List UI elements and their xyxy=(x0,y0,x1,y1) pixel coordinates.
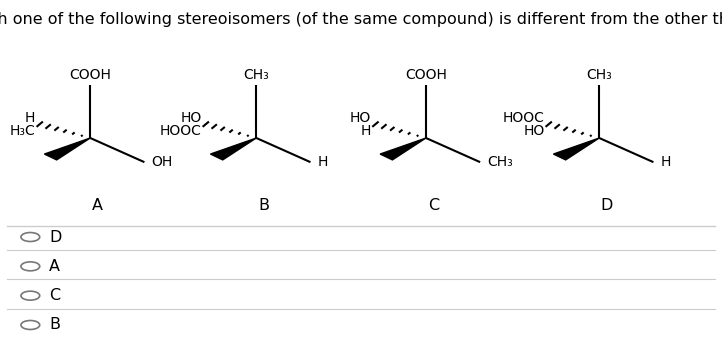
Text: D: D xyxy=(49,229,61,245)
Text: A: A xyxy=(49,259,60,274)
Text: B: B xyxy=(258,198,269,213)
Text: OH: OH xyxy=(152,155,173,169)
Text: COOH: COOH xyxy=(405,68,447,82)
Text: HO: HO xyxy=(350,111,371,125)
Polygon shape xyxy=(380,138,426,160)
Text: HO: HO xyxy=(180,111,201,125)
Text: Which one of the following stereoisomers (of the same compound) is different fro: Which one of the following stereoisomers… xyxy=(0,12,722,27)
Text: C: C xyxy=(427,198,439,213)
Polygon shape xyxy=(45,138,90,160)
Text: H₃C: H₃C xyxy=(9,124,35,138)
Text: HOOC: HOOC xyxy=(160,124,201,138)
Text: COOH: COOH xyxy=(69,68,111,82)
Text: H: H xyxy=(661,155,671,169)
Text: B: B xyxy=(49,317,60,333)
Text: H: H xyxy=(318,155,328,169)
Text: D: D xyxy=(600,198,613,213)
Text: CH₃: CH₃ xyxy=(586,68,612,82)
Text: C: C xyxy=(49,288,60,303)
Text: H: H xyxy=(361,124,371,138)
Text: H: H xyxy=(25,111,35,125)
Polygon shape xyxy=(211,138,256,160)
Text: A: A xyxy=(92,198,103,213)
Text: CH₃: CH₃ xyxy=(243,68,269,82)
Text: HO: HO xyxy=(523,124,544,138)
Polygon shape xyxy=(554,138,599,160)
Text: CH₃: CH₃ xyxy=(487,155,513,169)
Text: HOOC: HOOC xyxy=(503,111,544,125)
